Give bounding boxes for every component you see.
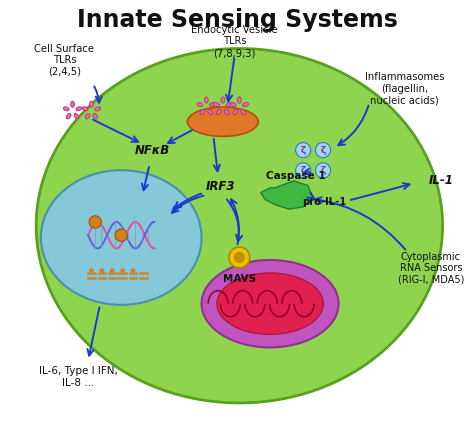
Circle shape	[89, 216, 101, 228]
Ellipse shape	[36, 49, 443, 403]
Ellipse shape	[85, 114, 90, 119]
Circle shape	[100, 268, 104, 273]
Ellipse shape	[214, 103, 219, 107]
Ellipse shape	[224, 109, 229, 115]
Text: Cytoplasmic
RNA Sensors
(RIG-I, MDA5): Cytoplasmic RNA Sensors (RIG-I, MDA5)	[398, 251, 464, 285]
Ellipse shape	[316, 163, 330, 178]
Text: Caspase 1: Caspase 1	[266, 171, 326, 181]
Circle shape	[115, 229, 128, 241]
Ellipse shape	[221, 97, 225, 103]
Circle shape	[234, 252, 245, 263]
Circle shape	[120, 268, 125, 273]
Text: MAVS: MAVS	[223, 274, 256, 284]
Circle shape	[110, 268, 115, 273]
Ellipse shape	[95, 107, 100, 111]
Ellipse shape	[71, 101, 74, 107]
Ellipse shape	[296, 163, 311, 178]
Ellipse shape	[197, 103, 203, 107]
Ellipse shape	[210, 103, 216, 107]
Text: IL-6, Type I IFN,
IL-8 ...: IL-6, Type I IFN, IL-8 ...	[39, 366, 118, 388]
Ellipse shape	[233, 109, 238, 115]
Ellipse shape	[204, 97, 208, 103]
Ellipse shape	[230, 103, 236, 107]
Ellipse shape	[241, 109, 246, 115]
Ellipse shape	[237, 97, 241, 103]
Ellipse shape	[93, 114, 98, 119]
Text: ζ: ζ	[301, 166, 306, 175]
Ellipse shape	[226, 103, 232, 107]
Circle shape	[229, 247, 250, 268]
Text: Inflammasomes
(flagellin,
nucleic acids): Inflammasomes (flagellin, nucleic acids)	[365, 72, 445, 105]
Ellipse shape	[41, 170, 201, 305]
Ellipse shape	[82, 107, 88, 111]
Text: pro-IL-1: pro-IL-1	[302, 197, 346, 207]
Ellipse shape	[201, 260, 338, 347]
Text: IL-1: IL-1	[428, 174, 453, 187]
Text: Cell Surface
TLRs
(2,4,5): Cell Surface TLRs (2,4,5)	[35, 44, 94, 77]
Ellipse shape	[187, 107, 258, 137]
Polygon shape	[261, 181, 313, 209]
Text: ζ: ζ	[320, 166, 326, 175]
Ellipse shape	[90, 101, 93, 107]
Ellipse shape	[243, 103, 249, 107]
Circle shape	[89, 268, 94, 273]
Text: IRF3: IRF3	[206, 180, 235, 193]
Ellipse shape	[217, 109, 221, 115]
Ellipse shape	[316, 143, 330, 158]
Ellipse shape	[208, 109, 212, 115]
Text: Endocytic Vesicle
TLRs
(7,8,9,3): Endocytic Vesicle TLRs (7,8,9,3)	[191, 25, 278, 58]
Ellipse shape	[296, 143, 311, 158]
Text: ζ: ζ	[301, 145, 306, 155]
Text: NFκB: NFκB	[134, 144, 170, 156]
Ellipse shape	[74, 114, 79, 119]
Circle shape	[131, 268, 136, 273]
Ellipse shape	[66, 114, 71, 119]
Ellipse shape	[63, 107, 69, 111]
Ellipse shape	[200, 109, 205, 115]
Ellipse shape	[217, 273, 323, 335]
Ellipse shape	[76, 107, 82, 111]
Text: ζ: ζ	[320, 145, 326, 155]
Text: Innate Sensing Systems: Innate Sensing Systems	[77, 8, 397, 32]
